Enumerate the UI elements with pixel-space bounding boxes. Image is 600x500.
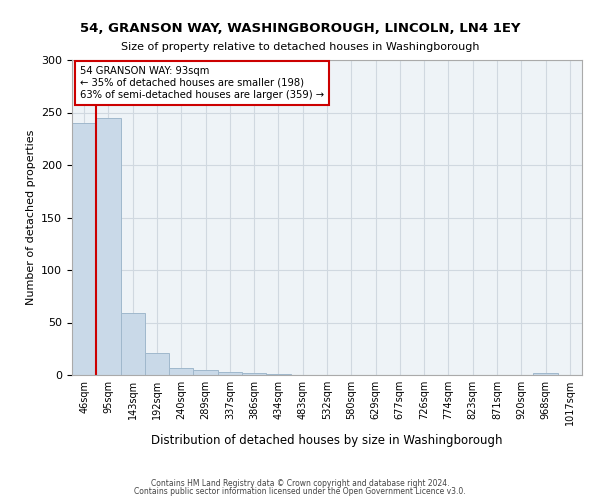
Text: Contains HM Land Registry data © Crown copyright and database right 2024.: Contains HM Land Registry data © Crown c… xyxy=(151,478,449,488)
Bar xyxy=(242,373,266,375)
Bar xyxy=(72,123,96,375)
Text: 54 GRANSON WAY: 93sqm
← 35% of detached houses are smaller (198)
63% of semi-det: 54 GRANSON WAY: 93sqm ← 35% of detached … xyxy=(80,66,324,100)
Bar xyxy=(145,353,169,375)
Bar xyxy=(266,374,290,375)
Text: 54, GRANSON WAY, WASHINGBOROUGH, LINCOLN, LN4 1EY: 54, GRANSON WAY, WASHINGBOROUGH, LINCOLN… xyxy=(80,22,520,36)
Bar xyxy=(533,373,558,375)
Text: Contains public sector information licensed under the Open Government Licence v3: Contains public sector information licen… xyxy=(134,487,466,496)
Y-axis label: Number of detached properties: Number of detached properties xyxy=(26,130,35,305)
Text: Size of property relative to detached houses in Washingborough: Size of property relative to detached ho… xyxy=(121,42,479,52)
Bar xyxy=(169,368,193,375)
Bar xyxy=(218,372,242,375)
Bar xyxy=(96,118,121,375)
X-axis label: Distribution of detached houses by size in Washingborough: Distribution of detached houses by size … xyxy=(151,434,503,446)
Bar xyxy=(121,313,145,375)
Bar xyxy=(193,370,218,375)
